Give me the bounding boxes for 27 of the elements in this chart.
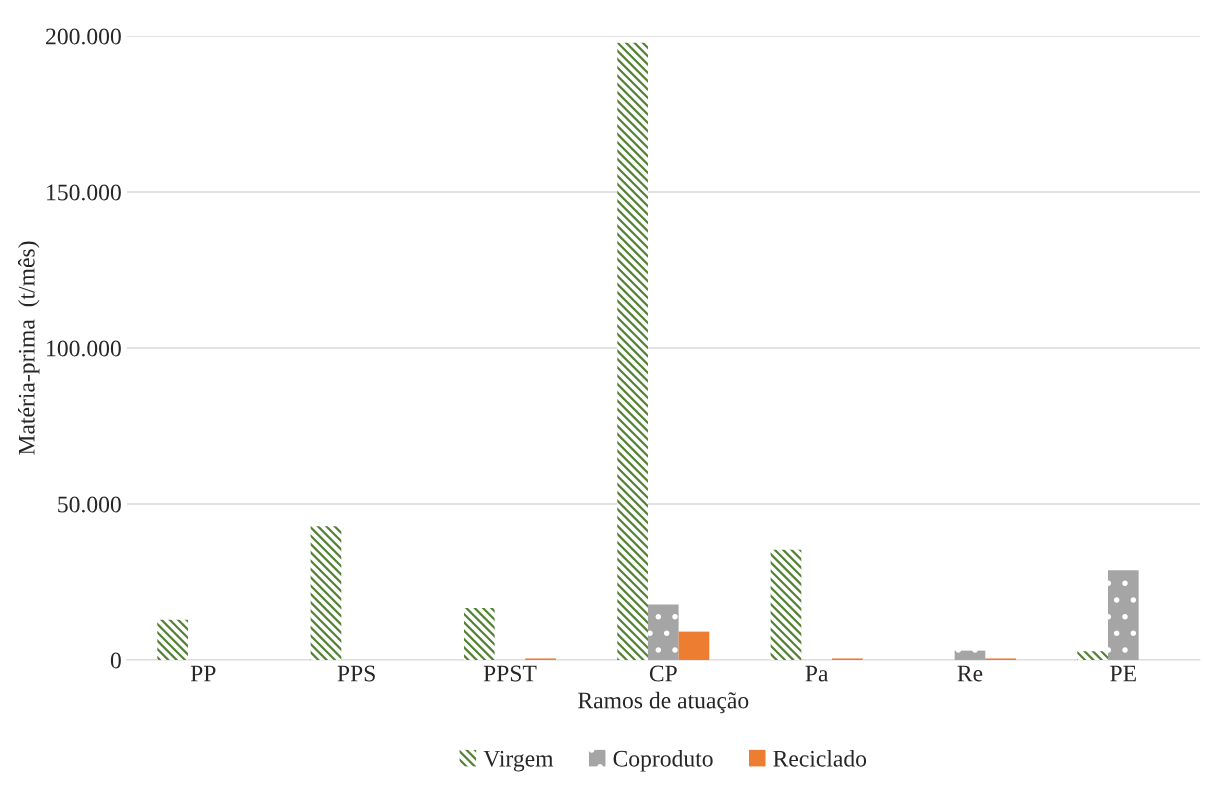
- bar: [770, 549, 802, 660]
- bar: [463, 607, 495, 660]
- x-tick-label: Pa: [805, 665, 829, 682]
- bar: [617, 42, 648, 660]
- bar: [1077, 651, 1108, 660]
- bar: [647, 604, 679, 660]
- x-tick-label: PPS: [337, 665, 375, 682]
- bar: [157, 619, 188, 660]
- x-tick-label: PP: [190, 665, 216, 682]
- legend-label: Virgem: [483, 750, 554, 772]
- bar: [954, 650, 986, 660]
- y-tick-label: 200.000: [46, 28, 121, 45]
- x-tick-label: Re: [957, 665, 983, 682]
- x-tick-label: PE: [1110, 665, 1136, 682]
- x-tick-label: CP: [649, 665, 677, 682]
- x-tick-label: PPST: [483, 665, 537, 682]
- bar: [1107, 570, 1139, 660]
- y-tick-label: 0: [110, 652, 121, 669]
- legend-label: Reciclado: [773, 750, 867, 767]
- y-tick-label: 150.000: [47, 184, 121, 201]
- bar: [310, 526, 342, 660]
- legend-label: Coproduto: [613, 750, 713, 772]
- y-tick-label: 50.000: [58, 496, 121, 513]
- y-tick-label: 100.000: [47, 340, 121, 357]
- x-axis-title: Ramos de atuação: [578, 691, 749, 714]
- bar: [678, 631, 710, 660]
- y-axis-title: Matéria-prima (t/mês): [18, 241, 40, 455]
